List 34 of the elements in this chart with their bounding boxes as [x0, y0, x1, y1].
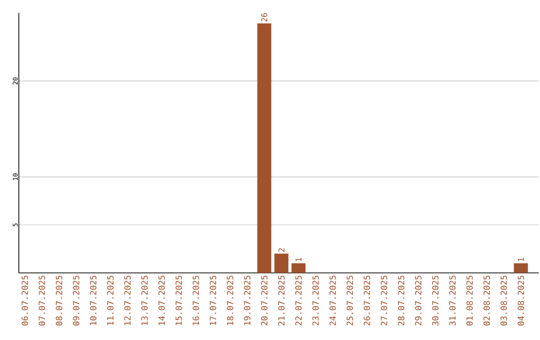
- x-tick-label: 20.07.2025: [261, 276, 268, 326]
- x-tick-label: 09.07.2025: [72, 276, 80, 326]
- x-tick-label: 30.07.2025: [432, 276, 439, 326]
- x-tick-label: 27.07.2025: [380, 276, 388, 326]
- x-tick-label: 04.08.2025: [518, 276, 524, 326]
- bar: [274, 254, 288, 273]
- bar: [257, 23, 272, 273]
- x-tick-label: 22.07.2025: [295, 276, 302, 326]
- x-tick-label: 14.07.2025: [158, 276, 165, 325]
- x-tick-label: 25.07.2025: [346, 276, 354, 326]
- x-tick-label: 10.07.2025: [90, 276, 96, 325]
- x-tick-label: 06.07.2025: [22, 276, 28, 326]
- x-tick-label: 31.07.2025: [449, 276, 456, 326]
- x-tick-label: 12.07.2025: [124, 276, 131, 325]
- x-tick-label: 01.08.2025: [466, 276, 473, 326]
- x-tick-label: 15.07.2025: [176, 276, 182, 325]
- x-tick-label: 24.07.2025: [330, 276, 336, 326]
- x-tick-label: 28.07.2025: [398, 276, 404, 326]
- x-tick-label: 07.07.2025: [38, 276, 46, 326]
- x-tick-label: 11.07.2025: [107, 276, 114, 325]
- x-tick-label: 08.07.2025: [56, 276, 62, 326]
- x-tick-label: 19.07.2025: [244, 276, 250, 325]
- x-tick-label: 26.07.2025: [364, 276, 370, 326]
- x-tick-label: 13.07.2025: [141, 276, 148, 325]
- x-tick-label: 02.08.2025: [483, 276, 490, 326]
- bar: [514, 263, 528, 273]
- x-tick-label: 18.07.2025: [226, 276, 234, 325]
- x-tick-label: 17.07.2025: [210, 276, 216, 325]
- x-tick-label: 03.08.2025: [500, 276, 507, 326]
- bar: [291, 263, 306, 273]
- x-tick-label: 23.07.2025: [312, 276, 319, 326]
- x-tick-label: 29.07.2025: [415, 276, 422, 326]
- x-tick-label: 16.07.2025: [192, 276, 200, 325]
- x-tick-label: 21.07.2025: [278, 276, 285, 326]
